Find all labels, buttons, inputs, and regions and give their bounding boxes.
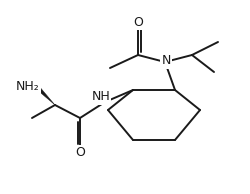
Text: O: O [133,16,143,29]
Text: N: N [161,55,171,68]
Text: NH: NH [92,90,110,104]
Polygon shape [36,87,55,105]
Text: NH₂: NH₂ [16,80,40,93]
Text: O: O [75,146,85,158]
